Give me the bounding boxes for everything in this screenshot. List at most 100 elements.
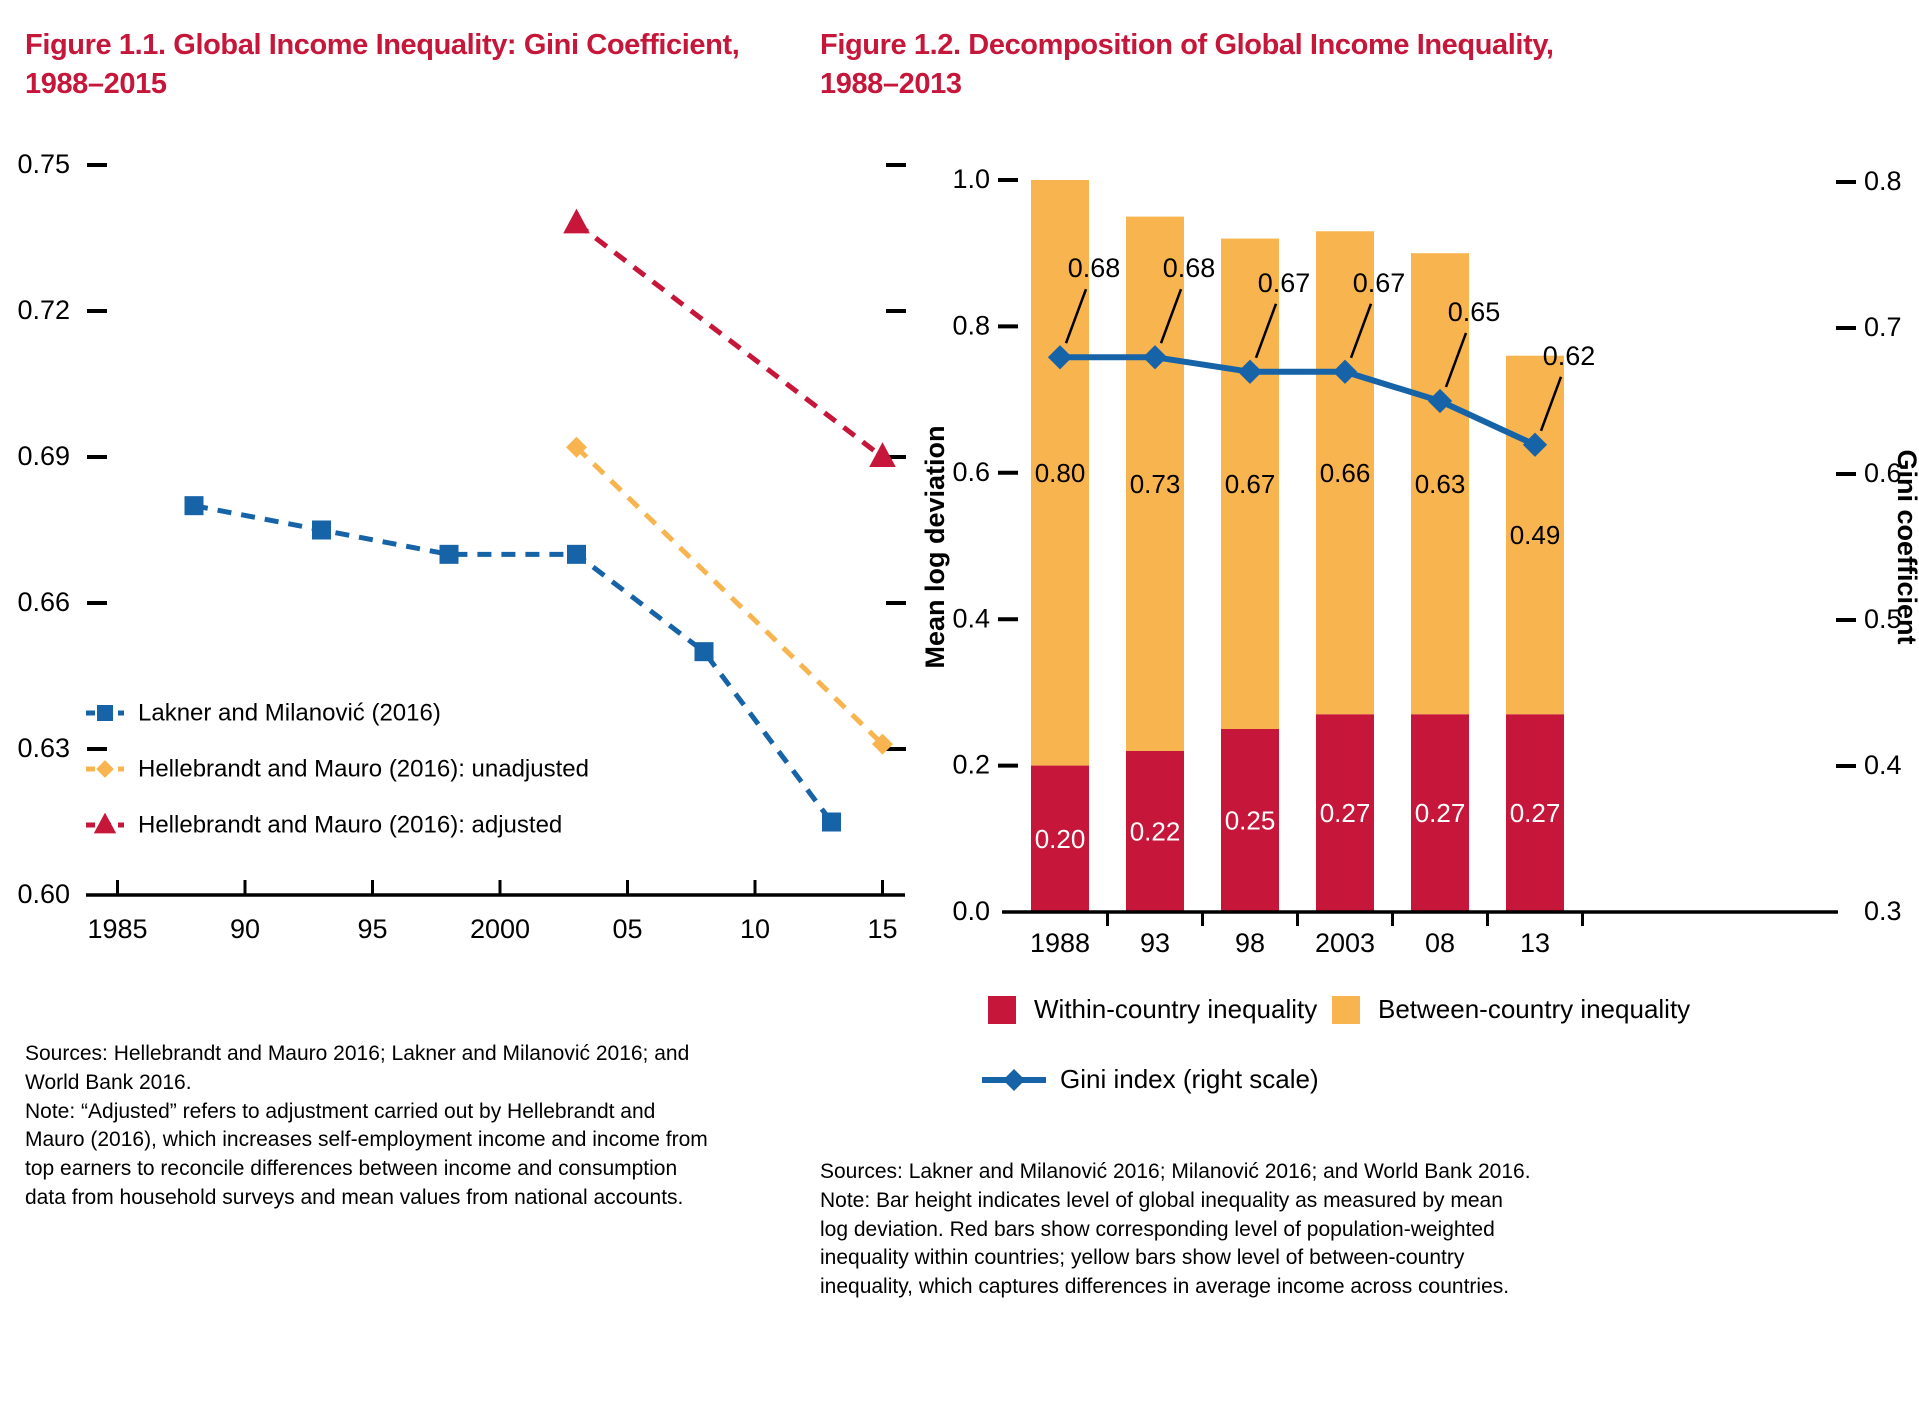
data-point-marker	[184, 496, 204, 516]
figure2-title-line1: Figure 1.2. Decomposition of Global Inco…	[820, 29, 1554, 61]
within-country-value-label: 0.22	[1130, 816, 1181, 846]
y-axis-tick-label: 0.72	[17, 295, 70, 325]
y-axis-tick-label: 0.69	[17, 441, 70, 471]
gini-value-label: 0.67	[1353, 268, 1406, 298]
right-axis-tick-label: 0.4	[1864, 750, 1902, 780]
gini-line	[1060, 354, 1537, 448]
between-country-value-label: 0.63	[1415, 469, 1466, 499]
figure1-title-line2: 1988–2015	[25, 68, 167, 101]
data-point-marker	[694, 642, 714, 662]
y-axis-tick-label: 0.60	[17, 879, 70, 909]
between-country-value-label: 0.80	[1035, 458, 1086, 488]
x-axis-tick-label: 2000	[470, 914, 530, 944]
data-point-marker	[869, 442, 896, 467]
left-axis-title: Mean log deviation	[920, 425, 950, 668]
legend-label: Gini index (right scale)	[1060, 1064, 1319, 1094]
decomposition-bar-chart: 1.0 0.8 0.6 0.4 0.2 0.0 0.8 0.7 0.6 0.5 0.4 0.3 Mean…	[920, 164, 1919, 1094]
legend-label: Between-country inequality	[1378, 994, 1690, 1024]
x-axis-tick-label: 08	[1425, 928, 1455, 958]
gini-value-label: 0.65	[1448, 297, 1501, 327]
legend-marker	[96, 760, 114, 778]
gini-point-marker	[1047, 345, 1073, 370]
legend-swatch-between	[1332, 996, 1360, 1024]
right-axis-title: Gini coefficient	[1892, 449, 1919, 644]
legend-swatch-within	[988, 996, 1016, 1024]
data-point-marker	[439, 544, 459, 564]
data-point-marker	[563, 208, 590, 234]
left-axis-tick-label: 0.8	[952, 311, 990, 341]
figure1-notes: Sources: Hellebrandt and Mauro 2016; Lak…	[25, 1040, 720, 1213]
between-country-value-label: 0.66	[1320, 458, 1371, 488]
between-country-value-label: 0.67	[1225, 469, 1276, 499]
right-axis-tick-label: 0.6	[1864, 458, 1902, 488]
gini-point-marker	[1332, 359, 1358, 384]
figure2-sources: Sources: Lakner and Milanović 2016; Mila…	[820, 1160, 1531, 1183]
callout-leader-line	[1349, 303, 1373, 359]
legend-label: Lakner and Milanović (2016)	[138, 699, 441, 726]
within-country-bar	[1031, 765, 1089, 912]
x-axis-tick-label: 98	[1235, 928, 1265, 958]
within-country-value-label: 0.25	[1225, 806, 1276, 836]
legend-marker	[97, 705, 113, 721]
y-axis-tick-label: 0.63	[17, 733, 70, 763]
y-axis-tick-label: 0.66	[17, 587, 70, 617]
gini-value-label: 0.68	[1068, 253, 1121, 283]
figure2-notes: Sources: Lakner and Milanović 2016; Mila…	[820, 1158, 1535, 1302]
x-axis-tick-label: 15	[867, 914, 897, 944]
within-country-bar	[1221, 729, 1279, 912]
within-country-value-label: 0.27	[1510, 798, 1561, 828]
series-line-2	[574, 221, 885, 459]
callout-leader-line	[1159, 288, 1183, 344]
figure1-sources: Sources: Hellebrandt and Mauro 2016; Lak…	[25, 1042, 690, 1094]
between-country-bar	[1316, 231, 1374, 715]
right-axis-tick-label: 0.8	[1864, 166, 1902, 196]
left-axis-tick-label: 0.2	[952, 750, 990, 780]
figure2-title: Figure 1.2. Decomposition of Global Inco…	[820, 26, 1580, 104]
legend-marker	[1002, 1068, 1026, 1092]
x-axis-tick-label: 13	[1520, 928, 1550, 958]
figure2-note: Note: Bar height indicates level of glob…	[820, 1188, 1510, 1299]
between-country-bar	[1411, 253, 1469, 715]
x-axis-tick-label: 95	[357, 914, 387, 944]
gini-line-chart: 0.75 0.72 0.69 0.66 0.63 0.60 1985 90 95 2000 05 10…	[17, 149, 906, 944]
x-axis-tick-label: 1985	[87, 914, 147, 944]
legend-marker	[93, 812, 117, 834]
data-point-marker	[567, 544, 586, 564]
within-country-bar	[1506, 714, 1564, 912]
callout-leader-line	[1254, 303, 1278, 359]
between-country-bar	[1506, 355, 1564, 715]
figure1-note: Note: “Adjusted” refers to adjustment ca…	[25, 1099, 708, 1209]
x-axis-tick-label: 10	[740, 914, 770, 944]
legend-label: Within-country inequality	[1034, 994, 1317, 1024]
legend-label: Hellebrandt and Mauro (2016): adjusted	[138, 811, 562, 838]
legend-label: Hellebrandt and Mauro (2016): unadjusted	[138, 755, 589, 782]
between-country-value-label: 0.49	[1510, 520, 1561, 550]
within-country-bar	[1126, 750, 1184, 912]
right-axis-tick-label: 0.3	[1864, 896, 1902, 926]
left-axis-tick-label: 0.4	[952, 603, 990, 633]
callout-leader-line	[1444, 332, 1468, 388]
right-axis-tick-label: 0.7	[1864, 312, 1902, 342]
data-point-marker	[566, 436, 587, 458]
callout-leader-line	[1539, 376, 1563, 432]
gini-point-marker	[1237, 359, 1263, 384]
data-point-marker	[822, 812, 841, 832]
gini-value-label: 0.67	[1258, 268, 1311, 298]
x-axis-tick-label: 90	[230, 914, 260, 944]
series-line-0	[193, 503, 834, 824]
left-axis-tick-label: 1.0	[952, 164, 990, 194]
figure2-title-line2: 1988–2013	[820, 68, 962, 101]
gini-value-label: 0.68	[1163, 253, 1216, 283]
gini-point-marker	[1522, 432, 1548, 457]
between-country-value-label: 0.73	[1130, 469, 1181, 499]
left-axis-tick-label: 0.0	[952, 896, 990, 926]
left-axis-tick-label: 0.6	[952, 457, 990, 487]
between-country-bar	[1031, 180, 1089, 766]
right-axis-tick-label: 0.5	[1864, 604, 1902, 634]
figure1-title: Figure 1.1. Global Income Inequality: Gi…	[25, 26, 785, 104]
within-country-value-label: 0.27	[1320, 798, 1371, 828]
x-axis-tick-label: 93	[1140, 928, 1170, 958]
y-axis-tick-label: 0.75	[17, 149, 70, 179]
within-country-bar	[1411, 714, 1469, 912]
